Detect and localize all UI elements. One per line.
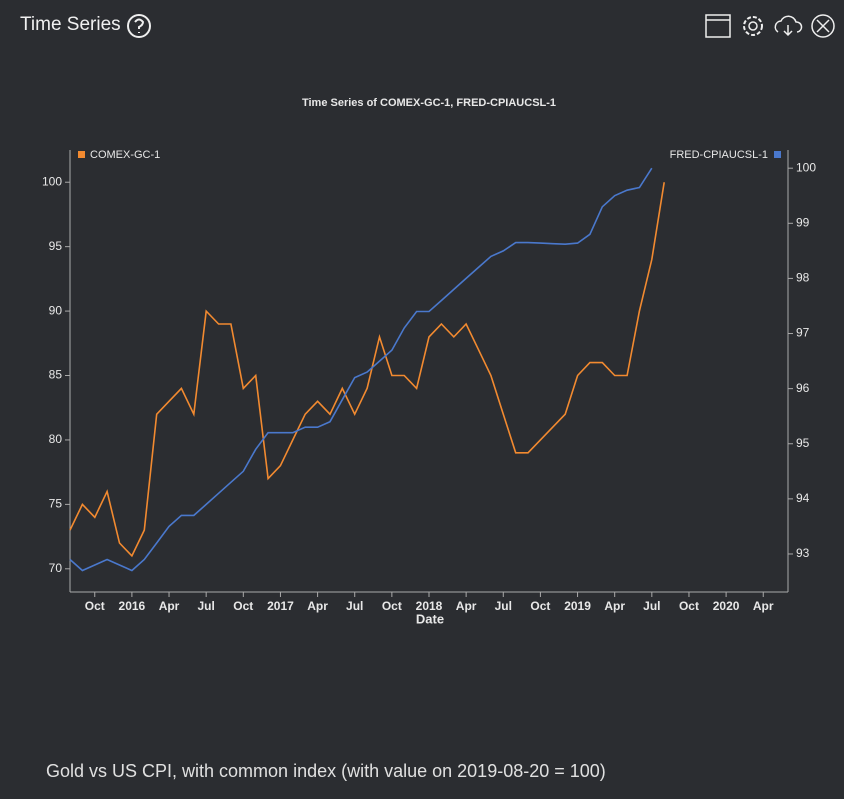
toolbar bbox=[127, 14, 835, 38]
x-tick-label: Oct bbox=[530, 599, 550, 613]
x-tick-label: Oct bbox=[679, 599, 699, 613]
legend-label: FRED-CPIAUCSL-1 bbox=[670, 149, 768, 161]
close-glyph bbox=[816, 19, 830, 33]
x-tick-label: Jul bbox=[198, 599, 215, 613]
x-tick-label: Jul bbox=[643, 599, 660, 613]
y2-tick-label: 99 bbox=[796, 215, 810, 229]
header-title: Time Series bbox=[20, 14, 121, 35]
close-icon[interactable] bbox=[811, 14, 835, 38]
settings-hub bbox=[748, 21, 758, 31]
legend-label: COMEX-GC-1 bbox=[90, 149, 160, 161]
x-tick-label: Apr bbox=[307, 599, 328, 613]
caption: Gold vs US CPI, with common index (with … bbox=[46, 761, 606, 781]
x-tick-label: 2018 bbox=[416, 599, 443, 613]
y2-tick-label: 100 bbox=[796, 160, 816, 174]
x-tick-label: Apr bbox=[456, 599, 477, 613]
chart-title: Time Series of COMEX-GC-1, FRED-CPIAUCSL… bbox=[302, 97, 556, 109]
y2-tick-label: 95 bbox=[796, 436, 810, 450]
window-icon[interactable] bbox=[705, 14, 731, 38]
chart: Time Series of COMEX-GC-1, FRED-CPIAUCSL… bbox=[42, 97, 816, 627]
download-icon[interactable] bbox=[774, 15, 803, 37]
x-tick-label: Apr bbox=[159, 599, 180, 613]
help-glyph bbox=[134, 18, 145, 33]
series-line bbox=[69, 182, 665, 558]
y-tick-label: 70 bbox=[49, 561, 63, 575]
x-tick-label: Oct bbox=[233, 599, 253, 613]
x-axis-label: Date bbox=[416, 611, 444, 626]
legend-swatch bbox=[78, 151, 85, 158]
x-tick-label: 2017 bbox=[267, 599, 294, 613]
y2-tick-label: 96 bbox=[796, 381, 810, 395]
x-tick-label: Oct bbox=[85, 599, 105, 613]
y2-tick-label: 97 bbox=[796, 326, 810, 340]
y-tick-label: 100 bbox=[42, 174, 62, 188]
y-tick-label: 95 bbox=[49, 239, 63, 253]
y-tick-label: 80 bbox=[49, 432, 63, 446]
x-tick-label: 2020 bbox=[713, 599, 740, 613]
legend-swatch bbox=[774, 151, 781, 158]
x-tick-label: 2019 bbox=[564, 599, 591, 613]
y2-tick-label: 94 bbox=[796, 491, 810, 505]
help-icon[interactable] bbox=[127, 14, 151, 38]
x-tick-label: Jul bbox=[346, 599, 363, 613]
x-tick-label: 2016 bbox=[119, 599, 146, 613]
series-line bbox=[69, 167, 653, 572]
x-tick-label: Apr bbox=[753, 599, 774, 613]
y2-tick-label: 98 bbox=[796, 271, 810, 285]
x-tick-label: Apr bbox=[604, 599, 625, 613]
y-tick-label: 90 bbox=[49, 303, 63, 317]
y2-tick-label: 93 bbox=[796, 546, 810, 560]
y-tick-label: 75 bbox=[49, 497, 63, 511]
settings-icon[interactable] bbox=[743, 16, 763, 36]
y-tick-label: 85 bbox=[49, 368, 63, 382]
x-tick-label: Jul bbox=[495, 599, 512, 613]
x-tick-label: Oct bbox=[382, 599, 402, 613]
